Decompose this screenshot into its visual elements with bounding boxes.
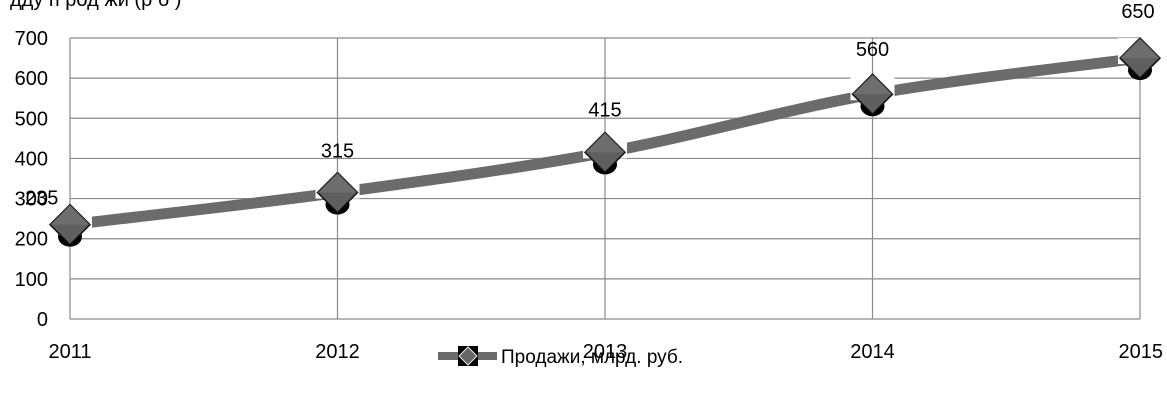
x-tick-label: 2014	[850, 341, 895, 363]
y-tick-label: 700	[15, 28, 48, 50]
legend-label: Продажи, млрд. руб.	[501, 347, 683, 368]
data-label: 415	[588, 99, 621, 121]
data-label: 650	[1121, 1, 1154, 23]
data-label: 560	[856, 39, 889, 61]
series-markers	[48, 37, 1162, 247]
y-tick-label: 400	[15, 148, 48, 170]
y-tick-label: 300	[15, 189, 48, 211]
x-tick-label: 2013	[583, 341, 628, 363]
data-point-marker	[315, 171, 360, 215]
data-point-marker	[1118, 37, 1162, 81]
data-label: 235	[25, 188, 58, 210]
chart-title-fragment: дду п род жи (р б )	[10, 0, 181, 11]
data-point-marker	[850, 73, 895, 117]
data-labels: 235 315 415 560 650	[25, 1, 1155, 210]
data-point-marker	[48, 203, 92, 247]
legend: Продажи, млрд. руб.	[438, 346, 683, 368]
y-tick-label: 100	[15, 269, 48, 291]
x-tick-label: 2011	[48, 341, 91, 363]
x-tick-label: 2015	[1119, 341, 1164, 363]
legend-diamond-icon	[458, 346, 478, 366]
data-label: 315	[321, 141, 354, 163]
y-axis-ticks: 0 100 200 300 400 500 600 700	[15, 28, 48, 331]
y-tick-label: 600	[15, 68, 48, 90]
x-axis-ticks: 2011 2012 2013 2014 2015	[48, 341, 1163, 363]
y-tick-label: 500	[15, 108, 48, 130]
y-tick-label: 0	[37, 309, 48, 331]
data-point-marker	[583, 131, 627, 175]
y-tick-label: 200	[15, 229, 48, 251]
x-tick-label: 2012	[315, 341, 360, 363]
